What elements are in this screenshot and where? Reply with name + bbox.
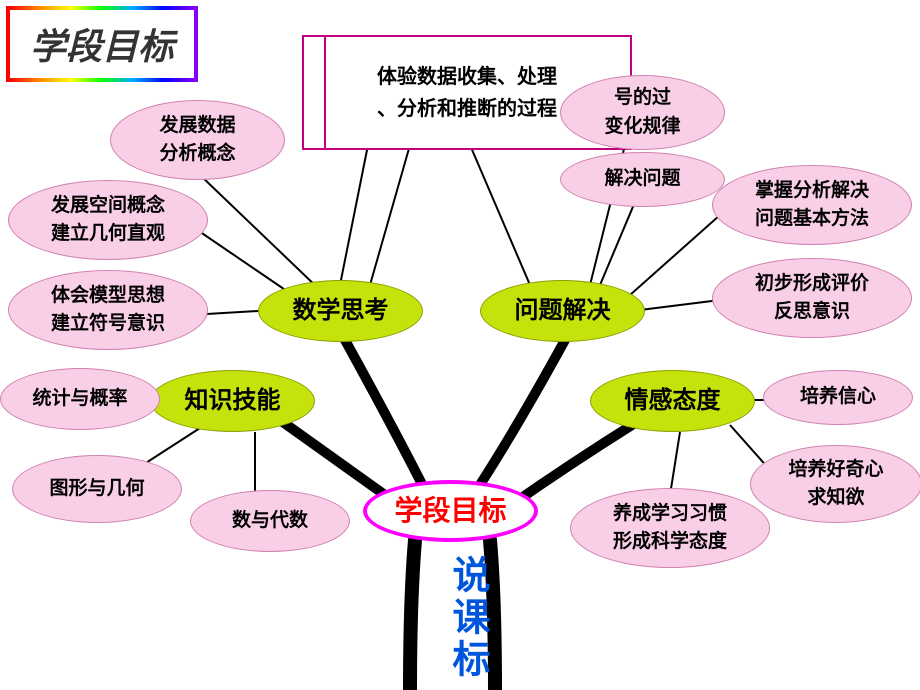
pink-node-p9: 掌握分析解决 问题基本方法 bbox=[712, 165, 912, 245]
trunk-text: 说课标 bbox=[440, 555, 495, 681]
lime-node-think: 数学思考 bbox=[258, 280, 423, 342]
pink-label: 统计与概率 bbox=[32, 385, 127, 414]
pink-label: 初步形成评价 反思意识 bbox=[755, 270, 869, 327]
pink-label: 图形与几何 bbox=[49, 475, 144, 504]
pink-node-p10: 初步形成评价 反思意识 bbox=[712, 258, 912, 338]
pink-label: 体会模型思想 建立符号意识 bbox=[51, 282, 165, 339]
title-box: 学段目标 bbox=[6, 6, 198, 82]
pink-node-p4: 统计与概率 bbox=[0, 368, 160, 430]
pink-label: 培养好奇心 求知欲 bbox=[788, 456, 883, 513]
pink-label: 养成学习习惯 形成科学态度 bbox=[613, 500, 727, 557]
lime-label: 问题解决 bbox=[515, 293, 611, 329]
lime-label: 知识技能 bbox=[185, 383, 281, 419]
root-node: 学段目标 bbox=[363, 480, 538, 542]
root-label: 学段目标 bbox=[394, 490, 506, 532]
title-text: 学段目标 bbox=[30, 26, 174, 67]
pink-label: 培养信心 bbox=[800, 383, 876, 412]
pink-label: 数与代数 bbox=[232, 507, 308, 536]
pink-label: 号的过 变化规律 bbox=[604, 84, 680, 141]
pink-node-p8: 解决问题 bbox=[560, 152, 725, 207]
lime-node-attitude: 情感态度 bbox=[590, 370, 755, 432]
pink-node-p12: 培养好奇心 求知欲 bbox=[750, 445, 920, 523]
lime-node-knowledge: 知识技能 bbox=[150, 370, 315, 432]
lime-label: 数学思考 bbox=[293, 293, 389, 329]
pink-node-p7: 号的过 变化规律 bbox=[560, 75, 725, 150]
pink-node-p5: 图形与几何 bbox=[12, 455, 182, 523]
lime-node-solve: 问题解决 bbox=[480, 280, 645, 342]
rect-divider bbox=[324, 37, 326, 148]
pink-label: 掌握分析解决 问题基本方法 bbox=[755, 177, 869, 234]
pink-label: 发展数据 分析概念 bbox=[159, 112, 235, 169]
pink-label: 发展空间概念 建立几何直观 bbox=[51, 192, 165, 249]
pink-node-p11: 培养信心 bbox=[763, 370, 913, 425]
pink-node-p3: 体会模型思想 建立符号意识 bbox=[8, 270, 208, 350]
pink-node-p13: 养成学习习惯 形成科学态度 bbox=[570, 488, 770, 568]
lime-label: 情感态度 bbox=[625, 383, 721, 419]
rect-text: 体验数据收集、处理 、分析和推断的过程 bbox=[377, 61, 557, 125]
pink-label: 解决问题 bbox=[604, 165, 680, 194]
pink-node-p2: 发展空间概念 建立几何直观 bbox=[8, 180, 208, 260]
pink-node-p6: 数与代数 bbox=[190, 490, 350, 552]
pink-node-p1: 发展数据 分析概念 bbox=[110, 100, 285, 180]
